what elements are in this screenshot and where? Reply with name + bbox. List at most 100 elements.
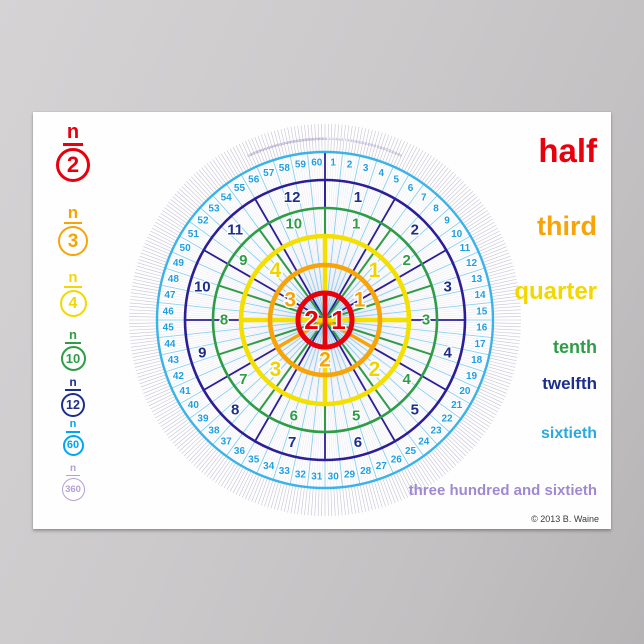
svg-text:25: 25 [398, 153, 403, 158]
svg-text:54: 54 [221, 192, 233, 203]
svg-text:14: 14 [475, 290, 487, 301]
svg-text:5: 5 [338, 137, 340, 141]
fraction-numerator: n [65, 464, 81, 476]
svg-text:6: 6 [341, 138, 343, 142]
svg-text:346: 346 [276, 142, 283, 147]
svg-text:36: 36 [234, 446, 246, 457]
fraction-numerator: n [65, 328, 81, 344]
svg-text:348: 348 [283, 141, 290, 146]
word-quarter: quarter [514, 278, 597, 305]
svg-text:1: 1 [354, 189, 362, 206]
svg-text:25: 25 [405, 446, 417, 457]
svg-text:344: 344 [270, 144, 277, 149]
fraction-denominator-circle: 60 [62, 435, 84, 456]
fraction-denominator-circle: 3 [58, 226, 88, 256]
fraction-numerator: n [64, 270, 82, 288]
fraction-wheel-diagram: 1 2 3 4567891011121314151617181920212223242… [129, 124, 521, 516]
svg-text:10: 10 [451, 229, 463, 240]
word-tenth: tenth [553, 337, 597, 357]
svg-text:11: 11 [460, 243, 471, 254]
svg-text:30: 30 [328, 471, 340, 482]
svg-text:19: 19 [380, 146, 385, 151]
svg-text:3: 3 [444, 279, 452, 296]
svg-text:12: 12 [284, 189, 301, 206]
fraction-symbol-three-hundred-and-sixtieth: n 360 [43, 464, 103, 501]
svg-text:27: 27 [376, 461, 388, 472]
svg-text:16: 16 [476, 323, 488, 334]
svg-text:48: 48 [168, 274, 180, 285]
svg-text:338: 338 [252, 150, 259, 156]
svg-text:22: 22 [441, 413, 453, 424]
ring-360-numbers: 1 2 3 4 5 6 7 8 9 1011121314151617181920212223242… [247, 137, 403, 158]
svg-text:4: 4 [444, 344, 453, 361]
word-three-hundred-and-sixtieth: three hundred and sixtieth [408, 482, 597, 499]
svg-text:340: 340 [258, 148, 265, 154]
word-sixtieth: sixtieth [540, 425, 597, 442]
svg-text:352: 352 [295, 139, 301, 144]
fraction-denominator-circle: 10 [60, 346, 86, 371]
svg-text:5: 5 [352, 408, 360, 425]
svg-text:18: 18 [377, 145, 382, 150]
svg-text:351: 351 [292, 139, 298, 144]
svg-text:4: 4 [270, 259, 282, 282]
svg-text:360: 360 [321, 137, 327, 141]
svg-text:32: 32 [295, 470, 307, 481]
svg-text:12: 12 [466, 258, 478, 269]
svg-text:29: 29 [344, 470, 356, 481]
svg-text:59: 59 [295, 159, 307, 170]
fraction-symbol-twelfth: n 12 [43, 376, 103, 417]
svg-text:19: 19 [466, 371, 478, 382]
svg-text:24: 24 [418, 437, 430, 448]
svg-text:1: 1 [369, 259, 381, 282]
svg-text:2: 2 [329, 137, 331, 141]
svg-text:56: 56 [248, 175, 260, 186]
svg-text:15: 15 [476, 306, 488, 317]
svg-text:10: 10 [353, 139, 357, 144]
svg-text:1: 1 [331, 305, 345, 335]
svg-text:28: 28 [360, 466, 372, 477]
svg-text:6: 6 [290, 408, 298, 425]
svg-text:42: 42 [173, 371, 185, 382]
svg-text:2: 2 [403, 252, 411, 269]
svg-text:37: 37 [221, 437, 233, 448]
svg-text:2: 2 [369, 358, 381, 381]
svg-text:337: 337 [249, 151, 256, 157]
svg-text:38: 38 [208, 426, 220, 437]
svg-text:26: 26 [391, 454, 403, 465]
svg-text:341: 341 [261, 147, 268, 153]
svg-text:353: 353 [298, 138, 304, 143]
svg-text:354: 354 [301, 138, 307, 143]
svg-text:55: 55 [234, 183, 246, 194]
svg-text:5: 5 [393, 175, 399, 186]
svg-text:11: 11 [227, 222, 243, 239]
svg-text:2: 2 [319, 349, 331, 372]
svg-text:2: 2 [411, 222, 419, 239]
svg-text:9: 9 [351, 139, 354, 143]
svg-text:46: 46 [163, 306, 175, 317]
svg-text:8: 8 [220, 312, 228, 329]
svg-text:3: 3 [285, 289, 297, 312]
svg-text:7: 7 [344, 138, 346, 142]
svg-text:343: 343 [267, 145, 274, 151]
svg-text:45: 45 [163, 323, 175, 334]
word-half: half [538, 132, 597, 169]
svg-text:44: 44 [164, 339, 176, 350]
svg-text:41: 41 [180, 386, 192, 397]
svg-text:3: 3 [270, 358, 282, 381]
copyright-text: © 2013 B. Waine [531, 514, 599, 524]
svg-text:40: 40 [188, 400, 200, 411]
svg-text:2: 2 [304, 305, 318, 335]
svg-text:35: 35 [248, 454, 260, 465]
svg-text:8: 8 [433, 203, 439, 214]
svg-text:339: 339 [255, 149, 262, 155]
svg-text:31: 31 [311, 471, 323, 482]
svg-text:5: 5 [411, 401, 419, 418]
svg-text:57: 57 [263, 168, 275, 179]
svg-text:33: 33 [279, 466, 291, 477]
